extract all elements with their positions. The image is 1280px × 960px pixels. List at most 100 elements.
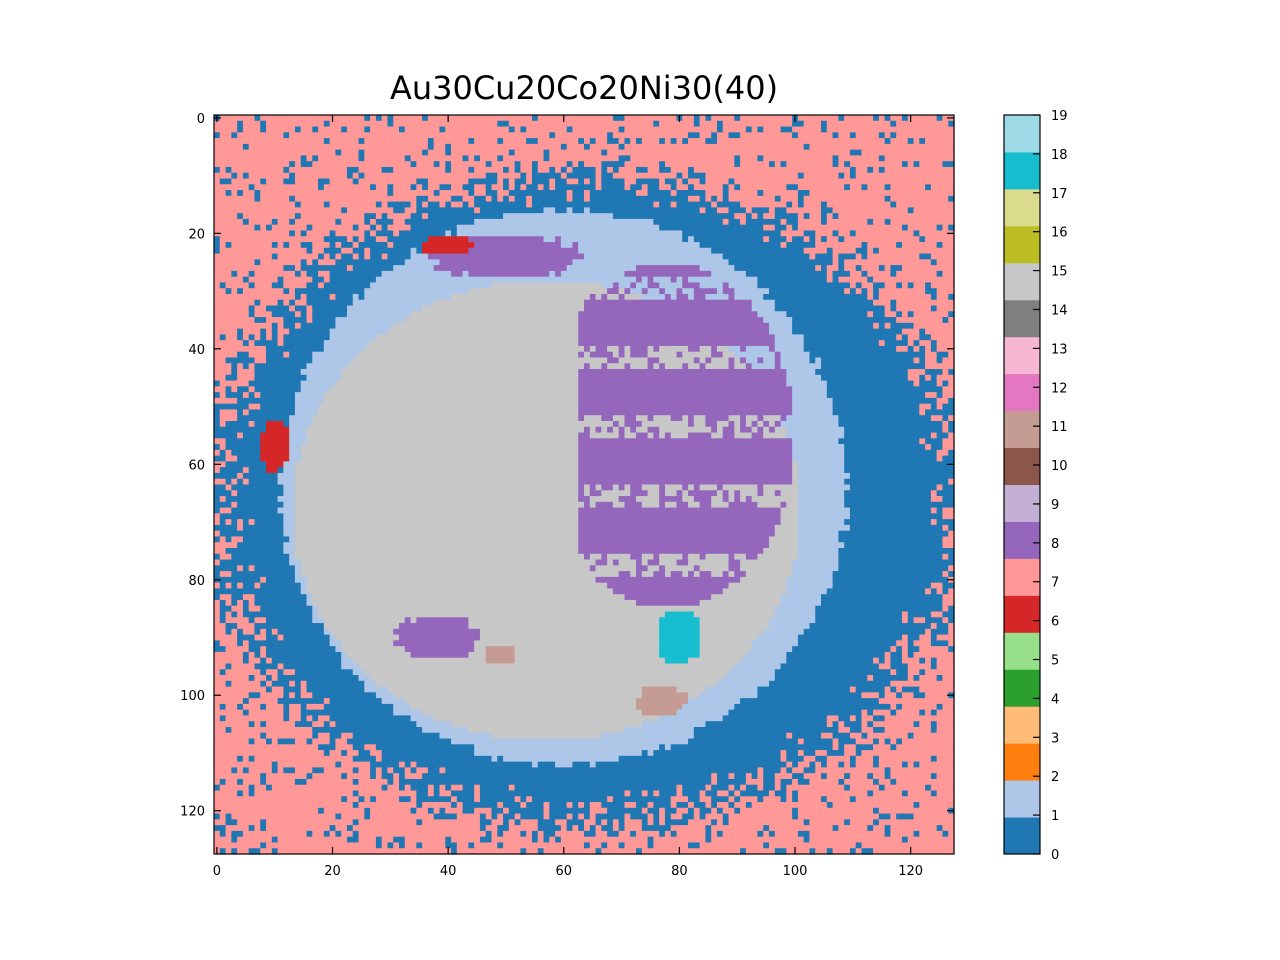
- heatmap-cell: [745, 773, 753, 780]
- heatmap-cell: [294, 513, 579, 520]
- heatmap-cell: [647, 807, 660, 815]
- heatmap-cell: [219, 611, 227, 618]
- heatmap-cell: [503, 755, 620, 763]
- heatmap-cell: [705, 802, 712, 809]
- heatmap-cell: [526, 802, 545, 809]
- heatmap-cell: [728, 796, 735, 803]
- heatmap-cell: [306, 317, 313, 324]
- heatmap-cell: [693, 732, 787, 740]
- heatmap-cell: [508, 195, 516, 203]
- heatmap-cell: [370, 767, 377, 774]
- heatmap-cell: [676, 784, 683, 792]
- heatmap-cell: [231, 242, 273, 249]
- heatmap-cell: [277, 507, 296, 514]
- heatmap-cell: [231, 536, 244, 543]
- heatmap-cell: [855, 842, 863, 849]
- heatmap-cell: [740, 161, 770, 168]
- heatmap-cell: [711, 345, 718, 353]
- heatmap-cell: [624, 802, 637, 809]
- heatmap-cell: [231, 288, 238, 295]
- heatmap-cell: [294, 213, 302, 220]
- heatmap-cell: [560, 236, 683, 243]
- heatmap-cell: [497, 178, 504, 185]
- heatmap-cell: [693, 420, 706, 428]
- heatmap-cell: [942, 420, 949, 428]
- heatmap-cell: [341, 813, 365, 820]
- heatmap-cell: [832, 848, 851, 855]
- heatmap-cell: [474, 190, 487, 197]
- heatmap-cell: [584, 553, 591, 561]
- heatmap-cell: [838, 132, 851, 139]
- heatmap-cell: [271, 628, 279, 636]
- heatmap-cell: [601, 802, 626, 809]
- heatmap-cell: [300, 680, 308, 688]
- heatmap-cell: [780, 230, 805, 237]
- heatmap-cell: [410, 761, 417, 768]
- heatmap-cell: [815, 755, 828, 763]
- heatmap-cell: [289, 415, 313, 422]
- heatmap-cell: [786, 761, 793, 768]
- heatmap-cell: [636, 426, 649, 434]
- heatmap-cell: [468, 726, 626, 734]
- heatmap-cell: [780, 519, 799, 526]
- heatmap-cell: [543, 207, 556, 214]
- heatmap-cell: [520, 802, 527, 809]
- heatmap-cell: [688, 132, 701, 139]
- heatmap-cell: [693, 611, 776, 618]
- heatmap-cell: [271, 657, 342, 665]
- heatmap-cell: [214, 472, 238, 480]
- heatmap-cell: [676, 351, 683, 359]
- heatmap-cell: [826, 588, 926, 595]
- heatmap-cell: [393, 640, 475, 647]
- heatmap-cell: [578, 242, 701, 249]
- heatmap-cell: [451, 721, 643, 728]
- heatmap-cell: [479, 813, 487, 820]
- heatmap-cell: [936, 351, 949, 359]
- heatmap-cell: [387, 224, 412, 232]
- heatmap-cell: [248, 692, 261, 699]
- heatmap-cell: [214, 790, 238, 797]
- heatmap-cell: [346, 825, 354, 832]
- heatmap-cell: [578, 386, 793, 393]
- heatmap-cell: [416, 178, 429, 185]
- heatmap-cell: [289, 132, 550, 139]
- heatmap-cell: [907, 669, 920, 676]
- heatmap-cell: [907, 761, 915, 768]
- heatmap-cell: [427, 807, 435, 815]
- colorbar-tick-label: 6: [1051, 615, 1059, 630]
- heatmap-cell: [878, 166, 886, 174]
- heatmap-cell: [659, 744, 666, 751]
- heatmap-cell: [225, 374, 238, 382]
- heatmap-cell: [479, 836, 493, 844]
- heatmap-cell: [410, 155, 464, 162]
- heatmap-cell: [936, 380, 944, 387]
- heatmap-cell: [844, 161, 851, 168]
- heatmap-cell: [393, 692, 643, 699]
- heatmap-cell: [294, 305, 308, 312]
- heatmap-cell: [566, 190, 574, 197]
- heatmap-cell: [491, 732, 602, 740]
- heatmap-cell: [711, 802, 718, 809]
- heatmap-cell: [624, 178, 637, 185]
- heatmap-cell: [294, 680, 302, 688]
- heatmap-cell: [225, 663, 232, 670]
- heatmap-cell: [387, 201, 412, 208]
- heatmap-cell: [919, 340, 932, 347]
- heatmap-cell: [716, 345, 730, 353]
- heatmap-cell: [364, 680, 377, 688]
- heatmap-cell: [584, 253, 724, 260]
- heatmap-cell: [936, 657, 955, 665]
- heatmap-cell: [688, 819, 712, 826]
- heatmap-cell: [930, 253, 955, 260]
- heatmap-cell: [468, 617, 660, 624]
- heatmap-cell: [225, 778, 238, 786]
- heatmap-cell: [318, 611, 666, 618]
- heatmap-cell: [237, 611, 244, 618]
- heatmap-cell: [393, 120, 498, 128]
- heatmap-cell: [214, 830, 221, 838]
- heatmap-cell: [266, 825, 331, 832]
- heatmap-cell: [254, 259, 261, 266]
- heatmap-cell: [312, 715, 319, 722]
- heatmap-cell: [381, 224, 389, 232]
- heatmap-cell: [531, 761, 539, 768]
